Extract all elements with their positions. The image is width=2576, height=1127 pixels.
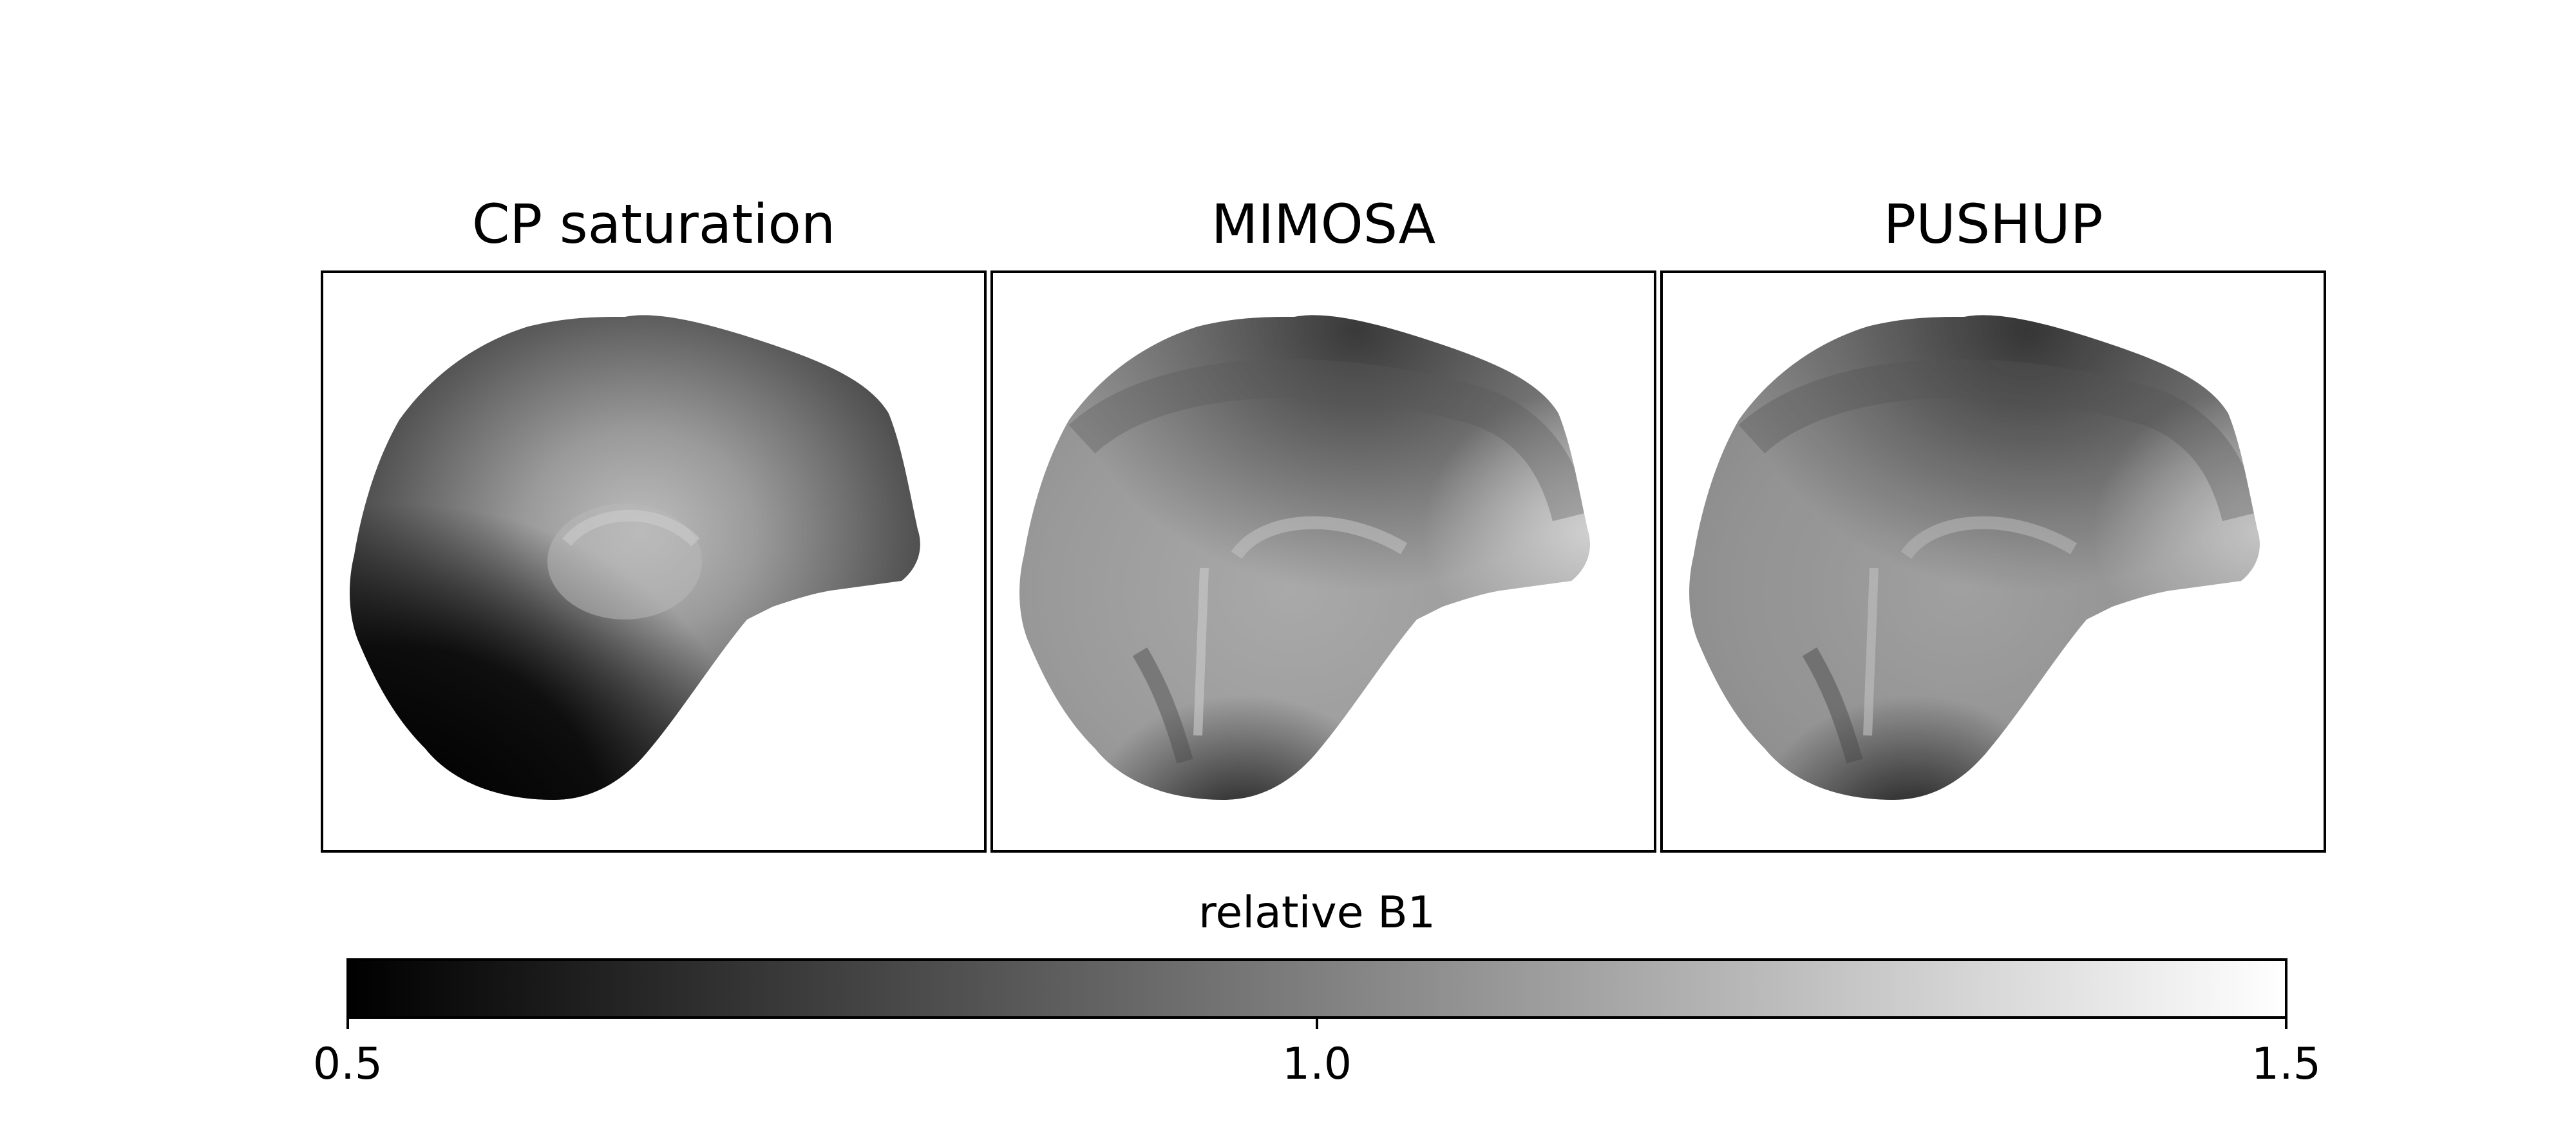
panel-title: PUSHUP [1884,193,2103,256]
colorbar [346,958,2287,1019]
colorbar-tick-label: 0.5 [313,1039,383,1090]
colorbar-tick-label: 1.0 [1282,1039,1352,1090]
brain-b1-map-image [1019,315,1590,800]
panel-frame [990,270,1656,853]
panel-group: CP saturation MIMOSA PUSHUP [321,193,2326,853]
panel-mimosa: MIMOSA [990,193,1656,853]
panel-cp: CP saturation [321,193,987,853]
panel-frame [321,270,987,853]
colorbar-ticks: 0.5 1.0 1.5 [313,1018,2321,1090]
brain-b1-map-image [350,315,920,800]
panel-frame [1660,270,2326,853]
colorbar-tick-label: 1.5 [2251,1039,2321,1090]
panel-title: MIMOSA [1211,193,1435,256]
brain-b1-map-image [1689,315,2260,800]
panel-title: CP saturation [472,193,835,256]
panel-pushup: PUSHUP [1660,193,2326,853]
colorbar-label: relative B1 [1198,887,1435,938]
